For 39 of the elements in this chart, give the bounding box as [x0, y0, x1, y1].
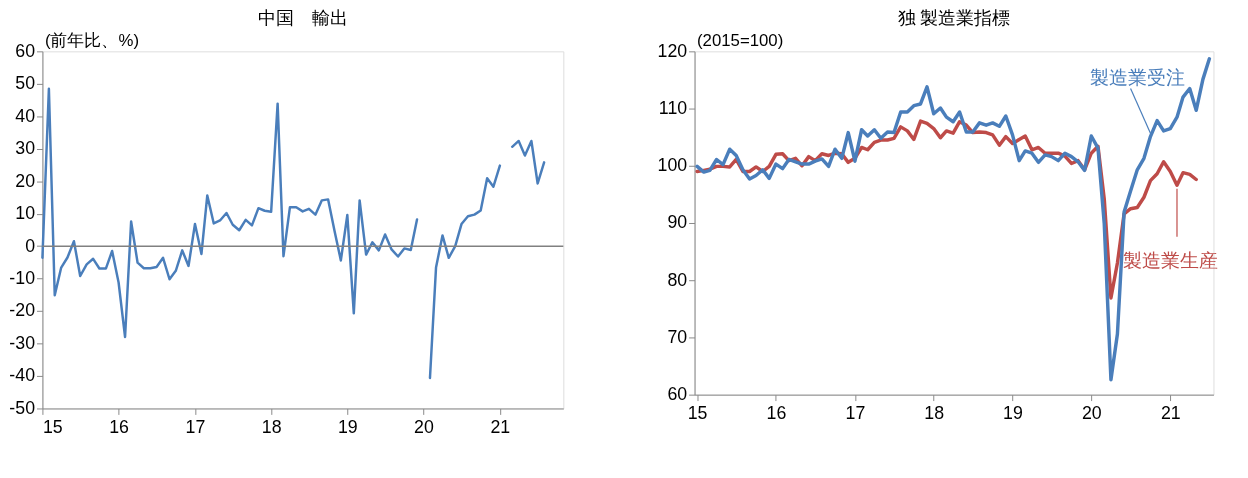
y-tick-label: 70 [667, 326, 688, 347]
x-tick-label: 15 [687, 402, 708, 423]
y-tick-label: -10 [9, 268, 36, 289]
x-tick-label: 20 [1081, 402, 1102, 423]
y-tick-label: 110 [658, 97, 688, 118]
y-axis-title: (2015=100) [697, 30, 784, 50]
y-tick-label: 80 [667, 269, 688, 290]
y-axis-title: (前年比、%) [44, 30, 139, 50]
y-tick-label: 20 [15, 170, 36, 191]
y-tick-label: 120 [657, 40, 688, 61]
y-tick-label: -40 [9, 365, 36, 386]
chart-title: 独 製造業指標 [897, 7, 1011, 28]
x-tick-label: 15 [42, 416, 63, 437]
y-tick-label: 10 [15, 203, 36, 224]
y-tick-label: -30 [9, 332, 36, 353]
y-tick-label: 30 [15, 138, 36, 159]
x-tick-label: 18 [261, 416, 282, 437]
y-tick-label: -50 [9, 397, 36, 418]
x-tick-label: 17 [845, 402, 866, 423]
y-tick-label: -20 [9, 300, 36, 321]
x-tick-label: 21 [1160, 402, 1181, 423]
x-tick-label: 20 [414, 416, 434, 437]
y-tick-label: 40 [15, 105, 36, 126]
y-tick-label: 60 [667, 384, 688, 405]
x-tick-label: 21 [490, 416, 511, 437]
chart-title: 中国 輸出 [257, 7, 348, 28]
x-tick-label: 17 [185, 416, 206, 437]
series-label: 製造業生産 [1122, 249, 1218, 271]
x-tick-label: 16 [766, 402, 787, 423]
y-tick-label: 0 [25, 235, 36, 256]
x-tick-label: 16 [109, 416, 130, 437]
x-tick-label: 19 [1003, 402, 1023, 423]
x-tick-label: 18 [924, 402, 945, 423]
y-tick-label: 90 [667, 212, 688, 233]
x-tick-label: 19 [337, 416, 358, 437]
series-label: 製造業受注 [1089, 67, 1185, 89]
y-tick-label: 50 [15, 73, 36, 94]
y-tick-label: 100 [657, 155, 688, 176]
y-tick-label: 60 [15, 40, 36, 61]
